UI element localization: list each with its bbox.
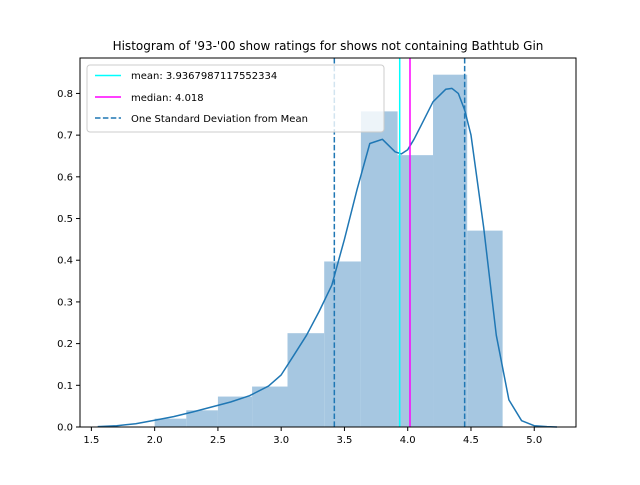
y-tick-label: 0.4 <box>57 256 73 267</box>
legend: mean: 3.9367987117552334 median: 4.018 O… <box>86 64 385 133</box>
histogram-bars <box>154 74 503 427</box>
histogram-bar <box>467 230 503 427</box>
x-tick-label: 3.5 <box>336 435 352 446</box>
histogram-bar <box>433 74 468 427</box>
histogram-bar <box>154 418 187 427</box>
histogram-bar <box>324 261 361 427</box>
x-axis-ticks: 1.5 2.0 2.5 3.0 3.5 4.0 4.5 5.0 <box>83 427 542 446</box>
histogram-bar <box>217 396 253 427</box>
legend-std-label: One Standard Deviation from Mean <box>131 114 308 125</box>
x-tick-label: 4.0 <box>400 435 416 446</box>
legend-mean-label: mean: 3.9367987117552334 <box>131 71 277 82</box>
plot-frame <box>79 57 577 428</box>
legend-box <box>86 64 385 133</box>
histogram-bar <box>287 333 325 427</box>
legend-median-label: median: 4.018 <box>131 93 204 104</box>
y-axis-ticks: 0.0 0.1 0.2 0.3 0.4 0.5 0.6 0.7 0.8 <box>57 89 80 434</box>
y-tick-label: 0.7 <box>57 131 73 142</box>
x-tick-label: 2.5 <box>210 435 226 446</box>
histogram-bar <box>252 386 288 427</box>
x-tick-label: 3.0 <box>273 435 289 446</box>
y-tick-label: 0.8 <box>57 89 73 100</box>
y-tick-label: 0.3 <box>57 297 73 308</box>
chart-title: Histogram of '93-'00 show ratings for sh… <box>113 39 544 53</box>
kde-curve <box>97 87 558 428</box>
x-tick-label: 1.5 <box>83 435 99 446</box>
x-tick-label: 2.0 <box>147 435 163 446</box>
y-tick-label: 0.0 <box>57 423 73 434</box>
histogram-bar <box>360 111 398 427</box>
histogram-bar <box>397 155 434 427</box>
y-tick-label: 0.1 <box>57 381 73 392</box>
y-tick-label: 0.2 <box>57 339 73 350</box>
y-tick-label: 0.6 <box>57 172 73 183</box>
y-tick-label: 0.5 <box>57 214 73 225</box>
x-tick-label: 5.0 <box>526 435 542 446</box>
x-tick-label: 4.5 <box>463 435 479 446</box>
histogram-bar <box>186 410 218 427</box>
reference-lines <box>333 58 466 427</box>
kde-curve-group <box>97 87 558 428</box>
